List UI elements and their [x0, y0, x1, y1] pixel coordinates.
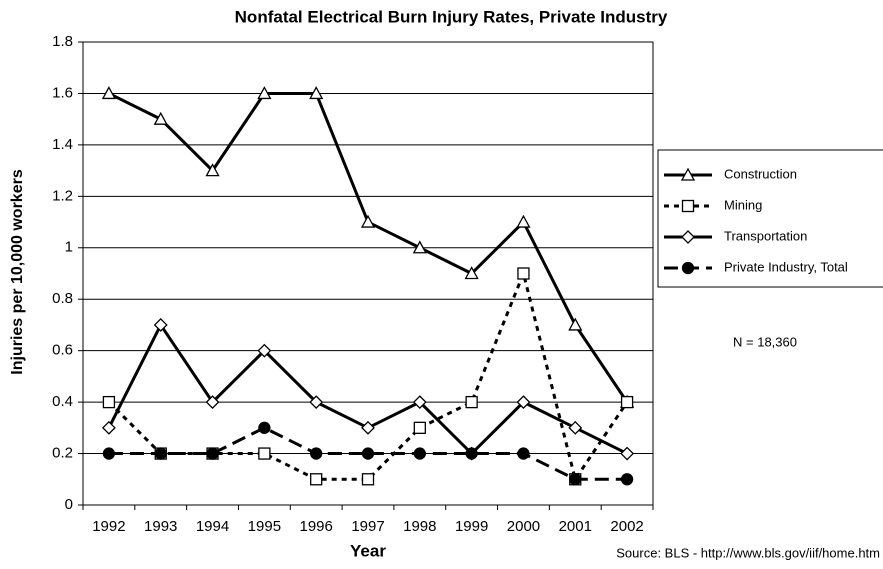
data-point: [258, 421, 271, 434]
data-point: [413, 421, 426, 434]
data-point: [309, 395, 324, 410]
data-point: [102, 395, 116, 409]
x-tick-label: 1994: [196, 518, 229, 535]
data-point: [569, 473, 582, 486]
legend-label: Private Industry, Total: [724, 259, 848, 274]
x-tick-label: 1993: [144, 518, 177, 535]
data-point: [206, 447, 219, 460]
y-tick-label: 1.4: [52, 136, 73, 153]
plot-border: [82, 41, 654, 506]
y-tick-label: 0.6: [52, 342, 73, 359]
legend-marker: [681, 230, 695, 244]
y-tick-label: 1.2: [52, 187, 73, 204]
x-tick-label: 1998: [403, 518, 436, 535]
data-point: [257, 86, 272, 100]
data-point: [517, 267, 530, 280]
legend-label: Transportation: [724, 228, 807, 243]
data-point: [309, 86, 324, 100]
data-point: [205, 163, 220, 177]
data-point: [205, 395, 220, 410]
y-tick-label: 0.4: [52, 393, 73, 410]
data-point: [258, 447, 271, 460]
data-point: [310, 447, 323, 460]
data-point: [361, 420, 375, 435]
data-point: [412, 240, 427, 254]
data-point: [465, 447, 478, 460]
data-point: [620, 473, 634, 486]
data-point: [465, 395, 478, 409]
data-point: [101, 420, 116, 435]
data-point: [620, 446, 635, 461]
y-tick-label: 0: [65, 496, 73, 513]
data-point: [464, 266, 479, 280]
data-point: [517, 447, 530, 460]
data-point: [310, 473, 323, 486]
x-tick-label: 1992: [92, 518, 125, 535]
data-point: [154, 447, 167, 460]
data-point: [620, 395, 634, 409]
legend-box: [657, 149, 883, 288]
data-point: [153, 111, 168, 125]
data-point: [361, 447, 375, 460]
annotation: N = 18,360: [733, 334, 797, 349]
x-axis-label: Year: [350, 541, 386, 560]
y-tick-label: 1: [65, 239, 73, 256]
x-tick-label: 2000: [507, 518, 540, 535]
source: Source: BLS - http://www.bls.gov/iif/hom…: [616, 545, 880, 560]
legend-marker: [681, 261, 695, 275]
data-point: [568, 420, 583, 435]
x-tick-label: 2002: [610, 518, 643, 535]
y-tick-label: 1.8: [52, 33, 73, 50]
data-point: [361, 473, 375, 486]
x-tick-label: 1995: [248, 518, 281, 535]
data-point: [516, 395, 531, 410]
legend-marker: [681, 199, 695, 213]
x-tick-label: 1997: [351, 518, 384, 535]
x-tick-label: 2001: [559, 518, 592, 535]
data-point: [102, 447, 116, 460]
data-point: [412, 395, 427, 410]
data-point: [568, 317, 583, 331]
data-point: [516, 214, 531, 228]
series-line: [108, 426, 628, 481]
data-point: [153, 318, 168, 332]
data-point: [413, 447, 426, 460]
y-axis-label: Injuries per 10,000 workers: [9, 169, 26, 375]
legend-label: Construction: [724, 166, 797, 181]
chart-title: Nonfatal Electrical Burn Injury Rates, P…: [235, 7, 668, 26]
legend-label: Mining: [724, 197, 762, 212]
y-tick-label: 1.6: [52, 84, 73, 101]
y-tick-label: 0.8: [52, 290, 73, 307]
y-tick-label: 0.2: [52, 445, 73, 462]
data-point: [360, 214, 376, 228]
x-tick-label: 1999: [455, 518, 488, 535]
data-point: [101, 86, 117, 100]
data-point: [257, 343, 272, 358]
x-tick-label: 1996: [299, 518, 332, 535]
legend-marker: [680, 167, 696, 181]
